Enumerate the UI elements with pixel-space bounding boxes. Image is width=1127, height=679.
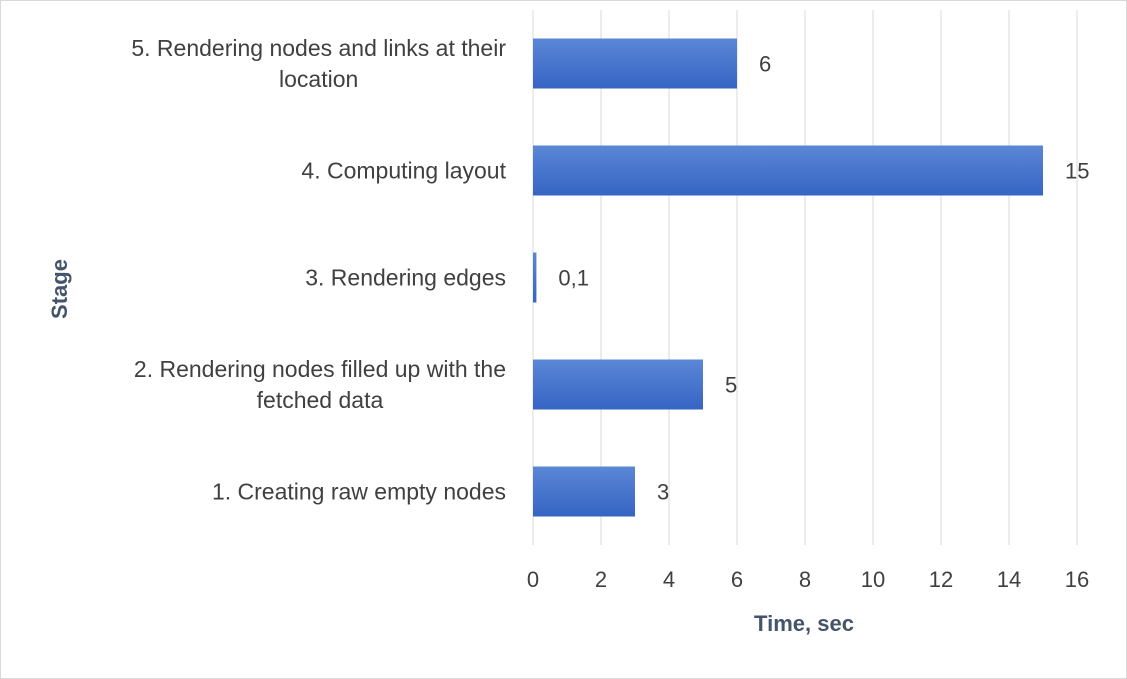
category-labels: 5. Rendering nodes and links at their loc… [131,35,506,505]
bar [533,38,737,89]
x-tick-label: 8 [799,567,811,592]
bar [533,466,635,517]
data-label: 5 [725,373,737,398]
x-tick-label: 0 [527,567,539,592]
bar [533,359,703,410]
x-tick-label: 10 [861,567,885,592]
x-tick-label: 12 [929,567,953,592]
category-label: 4. Computing layout [301,158,506,184]
bar [533,145,1043,196]
bar [533,252,537,303]
category-label: 5. Rendering nodes and links at their [131,35,506,61]
data-label: 6 [759,52,771,77]
y-axis-title: Stage [47,259,72,319]
category-label: location [279,66,358,92]
x-tick-label: 2 [595,567,607,592]
gridlines [532,10,1078,545]
category-label: 3. Rendering edges [305,265,506,291]
category-label: fetched data [257,387,384,413]
data-label: 15 [1065,159,1089,184]
data-label: 0,1 [558,266,589,291]
x-axis-title: Time, sec [754,611,854,636]
x-tick-label: 16 [1065,567,1089,592]
category-label: 2. Rendering nodes filled up with the [134,356,506,382]
x-tick-label: 6 [731,567,743,592]
x-tick-label: 14 [997,567,1021,592]
category-label: 1. Creating raw empty nodes [212,479,506,505]
x-tick-label: 4 [663,567,675,592]
data-label: 3 [657,480,669,505]
x-tick-labels: 0 2 4 6 8 10 12 14 16 [527,567,1089,592]
data-labels: 6 15 0,1 5 3 [558,52,1089,505]
bars [533,38,1043,517]
